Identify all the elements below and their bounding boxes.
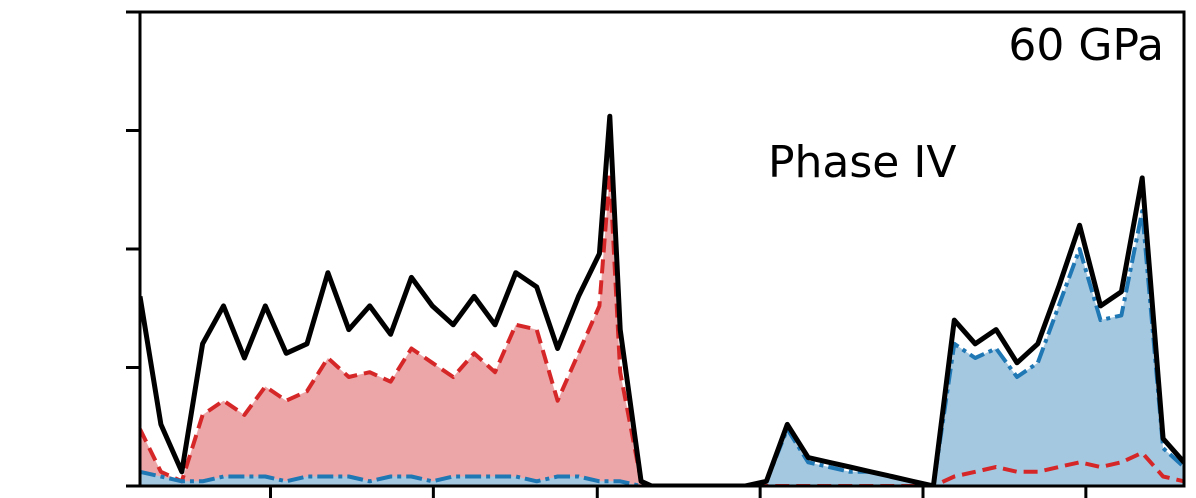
plot-area (140, 113, 1184, 486)
total-line (140, 113, 1184, 486)
red-area (140, 173, 1184, 486)
pressure-label: 60 GPa (1008, 20, 1164, 71)
blue-line (140, 209, 1184, 486)
axes (126, 10, 1186, 498)
blue-area (140, 211, 1184, 486)
red-line (140, 171, 1184, 486)
phase-label: Phase IV (768, 137, 956, 188)
series-group (140, 113, 1184, 486)
